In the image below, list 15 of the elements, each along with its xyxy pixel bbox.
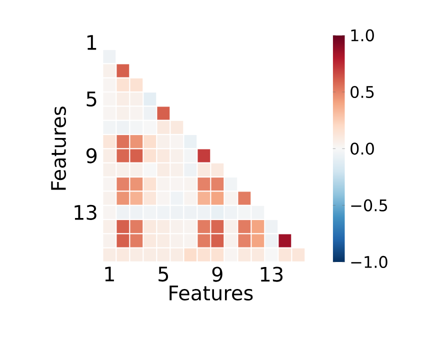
y-tick-label: 13 xyxy=(74,204,96,220)
color-bar-label: 0.5 xyxy=(350,86,374,98)
color-bar-label: −1.0 xyxy=(351,256,388,268)
x-tick-label: 5 xyxy=(158,266,168,282)
y-tick-label: 5 xyxy=(86,92,96,107)
y-tick-label: 1 xyxy=(87,35,96,50)
color-bar-label: −0.5 xyxy=(351,199,388,212)
color-bar-label: 1.0 xyxy=(351,29,374,42)
x-tick-label: 1 xyxy=(105,266,114,282)
x-tick-label: 13 xyxy=(260,266,283,282)
color-bar-label: 0.0 xyxy=(350,142,374,155)
x-axis-title: Features xyxy=(170,286,253,301)
x-tick-label: 9 xyxy=(212,266,222,282)
y-axis-title: Features xyxy=(51,106,66,190)
y-tick-label: 9 xyxy=(86,148,97,164)
